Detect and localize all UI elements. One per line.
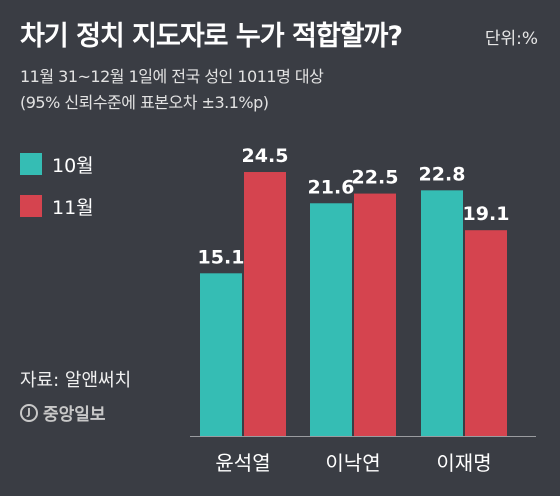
legend-item-nov: 11월 [20, 192, 94, 220]
bar-윤석열-10월 [200, 273, 242, 436]
logo-text: 중앙일보 [43, 405, 106, 425]
data-label-이낙연-10월: 21.6 [308, 176, 355, 198]
subtitle-line-2: (95% 신뢰수준에 표본오차 ±3.1%p) [20, 93, 269, 112]
legend-swatch-oct [20, 153, 42, 175]
data-label-이재명-11월: 19.1 [463, 203, 510, 225]
legend-label-oct: 10월 [52, 154, 94, 177]
unit-label: 단위:% [484, 29, 538, 49]
legend-swatch-nov [20, 195, 42, 217]
legend-item-oct: 10월 [20, 150, 94, 178]
bar-윤석열-11월 [244, 172, 286, 437]
data-label-윤석열-11월: 24.5 [242, 145, 289, 167]
bar-이재명-11월 [465, 230, 507, 436]
bar-이재명-10월 [421, 190, 463, 436]
legend: 10월 11월 [20, 150, 94, 234]
bar-이낙연-11월 [354, 193, 396, 436]
subtitle: 11월 31~12월 1일에 전국 성인 1011명 대상 (95% 신뢰수준에… [20, 64, 324, 116]
subtitle-line-1: 11월 31~12월 1일에 전국 성인 1011명 대상 [20, 67, 324, 86]
data-label-윤석열-10월: 15.1 [198, 246, 245, 268]
category-label-윤석열: 윤석열 [215, 451, 270, 475]
joongang-logo-icon: J [20, 403, 38, 422]
data-label-이재명-10월: 22.8 [419, 163, 466, 185]
bar-이낙연-10월 [310, 203, 352, 436]
legend-label-nov: 11월 [52, 196, 94, 219]
chart-title: 차기 정치 지도자로 누가 적합할까? [20, 21, 403, 52]
data-label-이낙연-11월: 22.5 [352, 167, 399, 189]
publisher-logo: J 중앙일보 [20, 400, 106, 425]
category-label-이낙연: 이낙연 [325, 451, 380, 475]
category-label-이재명: 이재명 [436, 451, 491, 475]
source-note: 자료: 알앤써치 [20, 370, 132, 391]
